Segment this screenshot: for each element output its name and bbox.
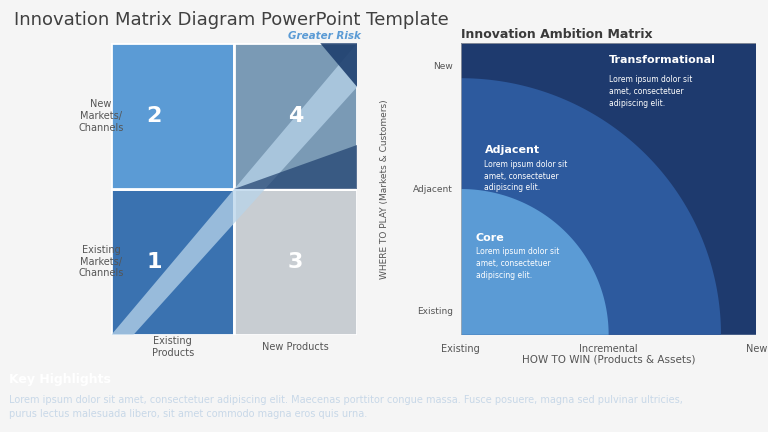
Bar	[111, 189, 234, 335]
Text: Incremental: Incremental	[579, 344, 638, 354]
Text: Lorem ipsum dolor sit
amet, consectetuer
adipiscing elit.: Lorem ipsum dolor sit amet, consectetuer…	[485, 160, 568, 192]
Bar	[234, 189, 357, 335]
Text: New
Markets/
Channels: New Markets/ Channels	[78, 99, 124, 133]
Text: WHERE TO PLAY (Markets & Customers): WHERE TO PLAY (Markets & Customers)	[379, 99, 389, 279]
Text: New Products: New Products	[263, 342, 329, 352]
Polygon shape	[234, 145, 357, 189]
Text: Transformational: Transformational	[608, 55, 716, 65]
Text: Existing
Markets/
Channels: Existing Markets/ Channels	[78, 245, 124, 279]
Text: Adjacent: Adjacent	[413, 184, 453, 194]
Text: 4: 4	[288, 106, 303, 126]
Polygon shape	[461, 78, 721, 335]
Text: Core: Core	[475, 233, 505, 243]
Text: HOW TO WIN (Products & Assets): HOW TO WIN (Products & Assets)	[522, 354, 695, 364]
Polygon shape	[320, 43, 357, 87]
Bar	[234, 43, 357, 189]
Polygon shape	[461, 0, 768, 335]
Polygon shape	[461, 189, 608, 335]
Text: Innovation Matrix Diagram PowerPoint Template: Innovation Matrix Diagram PowerPoint Tem…	[14, 11, 449, 29]
Text: Key Highlights: Key Highlights	[9, 373, 111, 386]
Text: Greater Risk: Greater Risk	[288, 31, 361, 41]
Bar	[111, 43, 234, 189]
Text: Lorem ipsum dolor sit amet, consectetuer adipiscing elit. Maecenas porttitor con: Lorem ipsum dolor sit amet, consectetuer…	[9, 395, 683, 419]
Text: Existing: Existing	[442, 344, 480, 354]
Text: Lorem ipsum dolor sit
amet, consectetuer
adipiscing elit.: Lorem ipsum dolor sit amet, consectetuer…	[475, 247, 559, 280]
Text: Adjacent: Adjacent	[485, 145, 540, 155]
Text: Existing: Existing	[417, 307, 453, 316]
Text: 1: 1	[147, 252, 162, 272]
Text: 3: 3	[288, 252, 303, 272]
Text: Innovation Ambition Matrix: Innovation Ambition Matrix	[461, 28, 653, 41]
Text: Existing
Products: Existing Products	[151, 336, 194, 358]
Polygon shape	[111, 43, 357, 335]
Text: New: New	[746, 344, 767, 354]
Text: Lorem ipsum dolor sit
amet, consectetuer
adipiscing elit.: Lorem ipsum dolor sit amet, consectetuer…	[608, 75, 692, 108]
Text: New: New	[433, 62, 453, 71]
Text: 2: 2	[147, 106, 162, 126]
